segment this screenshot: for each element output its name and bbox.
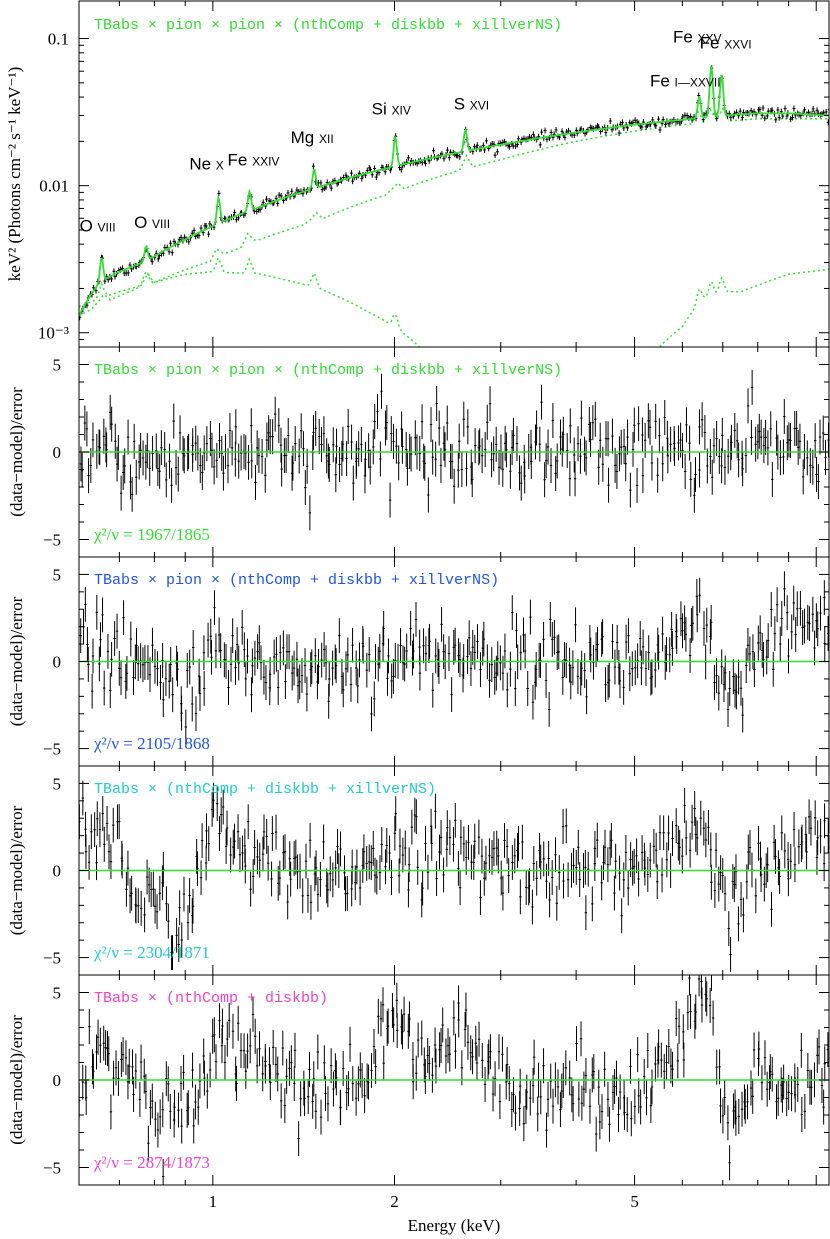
- spectrum-plot-area: [79, 65, 829, 347]
- line-id-label: O VIII: [134, 213, 170, 232]
- y-tick-label: 5: [53, 984, 62, 1003]
- residual-panel-4: TBabs × (nthComp + diskbb) χ²/ν = 2874/18…: [7, 974, 830, 1186]
- y-tick-label: 5: [53, 774, 62, 793]
- y-tick-label: −5: [43, 1159, 61, 1178]
- residual-plot-area: [79, 975, 829, 1185]
- panel-frame: [78, 0, 830, 348]
- y-tick-label: 0: [53, 1071, 62, 1090]
- y-tick-label: 0.01: [39, 177, 69, 196]
- chi2-label: χ²/ν = 1967/1865: [93, 525, 210, 544]
- residual-plot-area: [79, 369, 829, 531]
- y-axis-label: (data−model)/error: [7, 1015, 26, 1145]
- x-tick-label: 2: [390, 1192, 399, 1211]
- model-label: TBabs × pion × pion × (nthComp + diskbb …: [94, 17, 562, 34]
- line-id-label: Fe XXVI: [700, 34, 752, 53]
- y-tick-label: 10⁻³: [38, 324, 69, 343]
- x-axis: 1 2 5 Energy (keV): [78, 1, 817, 1235]
- y-tick-label: 5: [53, 356, 62, 375]
- chi2-label: χ²/ν = 2304/1871: [93, 943, 210, 962]
- y-tick-label: 0.1: [48, 30, 69, 49]
- chi2-label: χ²/ν = 2874/1873: [93, 1153, 210, 1172]
- y-tick-label: 0: [53, 653, 62, 672]
- line-id-label: Fe I—XXVII: [650, 71, 721, 90]
- x-axis-label: Energy (keV): [408, 1216, 501, 1235]
- model-component-xillverns: [659, 268, 829, 347]
- line-id-label: Fe XXV: [673, 27, 722, 46]
- line-id-label: O VIII: [80, 217, 116, 236]
- model-total-line: [79, 66, 829, 317]
- line-id-label: Fe XXIV: [228, 151, 280, 170]
- line-id-label: Si XIV: [372, 99, 411, 118]
- panel-frame: [78, 974, 830, 1186]
- spectrum-panel: O VIII O VIII Ne X Fe XXIV Mg XII Si XIV S XVI…: [5, 0, 830, 348]
- line-id-label: Ne X: [189, 155, 223, 174]
- residual-plot-area: [79, 780, 829, 972]
- x-tick-label: 1: [209, 1192, 218, 1211]
- chi2-label: χ²/ν = 2105/1868: [93, 734, 210, 753]
- model-label: TBabs × pion × pion × (nthComp + diskbb …: [94, 362, 562, 379]
- y-tick-label: 0: [53, 862, 62, 881]
- y-tick-label: 5: [53, 565, 62, 584]
- line-id-label: S XVI: [454, 95, 489, 114]
- line-id-label: Mg XII: [291, 128, 334, 147]
- model-label: TBabs × (nthComp + diskbb): [94, 990, 328, 1007]
- y-tick-label: −5: [43, 531, 61, 550]
- model-component-nthcomp: [79, 107, 829, 317]
- y-axis-label: (data−model)/error: [7, 387, 26, 517]
- residual-panel-3: TBabs × (nthComp + diskbb + xillverNS) χ²…: [7, 765, 830, 976]
- model-label: TBabs × (nthComp + diskbb + xillverNS): [94, 781, 436, 798]
- y-tick-label: −5: [43, 740, 61, 759]
- x-tick-label: 5: [630, 1192, 639, 1211]
- residual-plot-area: [79, 571, 829, 745]
- residual-panel-1: TBabs × pion × pion × (nthComp + diskbb …: [7, 346, 830, 558]
- model-component-diskbb: [79, 256, 421, 347]
- model-label: TBabs × pion × (nthComp + diskbb + xillv…: [94, 572, 499, 589]
- y-tick-label: 0: [53, 443, 62, 462]
- y-axis-label: (data−model)/error: [7, 805, 26, 935]
- y-axis-label: keV² (Photons cm⁻² s⁻¹ keV⁻¹): [5, 67, 24, 281]
- spectrum-y-axis: 0.1 0.01 10⁻³ keV² (Photons cm⁻² s⁻¹ keV⁻¹): [5, 30, 829, 348]
- residual-panel-2: TBabs × pion × (nthComp + diskbb + xillv…: [7, 556, 830, 767]
- y-axis-label: (data−model)/error: [7, 596, 26, 726]
- y-tick-label: −5: [43, 949, 61, 968]
